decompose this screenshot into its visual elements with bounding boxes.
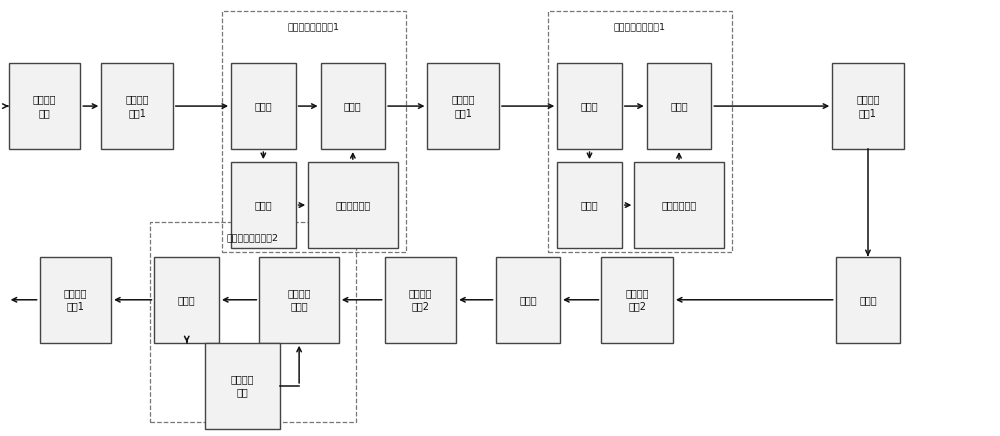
Text: 放大滤波
单元1: 放大滤波 单元1 bbox=[125, 95, 149, 118]
Text: 自动增益控制单元2: 自动增益控制单元2 bbox=[226, 233, 278, 242]
Text: 放大滤波
单元1: 放大滤波 单元1 bbox=[451, 95, 475, 118]
Bar bbox=[634, 162, 724, 248]
Text: 电压比较单元: 电压比较单元 bbox=[335, 200, 370, 210]
Bar bbox=[557, 63, 622, 149]
Bar bbox=[647, 63, 711, 149]
Text: 耦合器: 耦合器 bbox=[178, 295, 196, 305]
Bar bbox=[9, 63, 80, 149]
Bar bbox=[205, 343, 280, 429]
Bar bbox=[548, 11, 732, 252]
Bar bbox=[222, 11, 406, 252]
Text: 可变增益
放大器: 可变增益 放大器 bbox=[287, 288, 311, 311]
Text: 检波器: 检波器 bbox=[255, 200, 272, 210]
Text: 衰减器: 衰减器 bbox=[344, 101, 362, 111]
Bar bbox=[557, 162, 622, 248]
Text: 放大滤波
单元1: 放大滤波 单元1 bbox=[856, 95, 880, 118]
Text: 耦合器: 耦合器 bbox=[255, 101, 272, 111]
Bar bbox=[231, 63, 296, 149]
Text: 变频器: 变频器 bbox=[519, 295, 537, 305]
Text: 自动增益控制单元1: 自动增益控制单元1 bbox=[613, 22, 665, 31]
Text: 放大滤波
单元1: 放大滤波 单元1 bbox=[64, 288, 87, 311]
Text: 电压比较单元: 电压比较单元 bbox=[661, 200, 697, 210]
Text: 自动增益控制单元1: 自动增益控制单元1 bbox=[287, 22, 339, 31]
Bar bbox=[836, 257, 900, 343]
Text: 预选放大
单元: 预选放大 单元 bbox=[33, 95, 56, 118]
Bar bbox=[427, 63, 499, 149]
Bar bbox=[231, 162, 296, 248]
Text: 检波器: 检波器 bbox=[581, 200, 598, 210]
Bar bbox=[832, 63, 904, 149]
Text: 耦合器: 耦合器 bbox=[581, 101, 598, 111]
Text: 放大滤波
单元2: 放大滤波 单元2 bbox=[409, 288, 432, 311]
Text: 放大滤波
单元2: 放大滤波 单元2 bbox=[625, 288, 649, 311]
Bar bbox=[259, 257, 339, 343]
Text: 检波控制
单元: 检波控制 单元 bbox=[231, 374, 254, 398]
Text: 变频器: 变频器 bbox=[859, 295, 877, 305]
Bar bbox=[150, 222, 356, 422]
Bar bbox=[308, 162, 398, 248]
Bar bbox=[154, 257, 219, 343]
Bar bbox=[101, 63, 173, 149]
Text: 衰减器: 衰减器 bbox=[670, 101, 688, 111]
Bar bbox=[601, 257, 673, 343]
Bar bbox=[385, 257, 456, 343]
Bar bbox=[496, 257, 560, 343]
Bar bbox=[321, 63, 385, 149]
Bar bbox=[40, 257, 111, 343]
